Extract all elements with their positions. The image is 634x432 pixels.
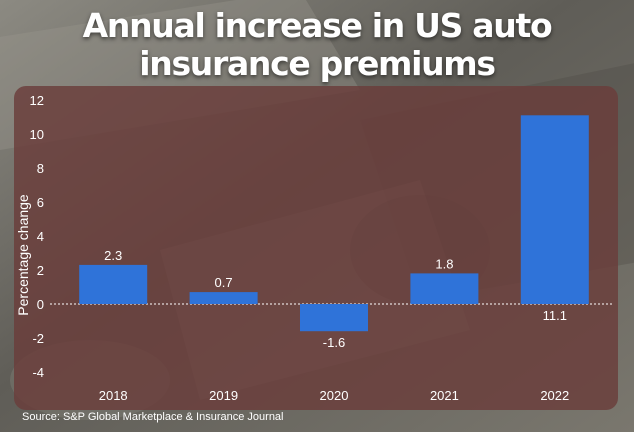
x-tick-label: 2020 bbox=[320, 388, 349, 403]
x-tick-label: 2018 bbox=[99, 388, 128, 403]
value-label: -1.6 bbox=[323, 335, 345, 350]
value-label: 11.1 bbox=[543, 308, 567, 323]
value-labels: 2.3 0.7 -1.6 1.8 11.1 bbox=[104, 248, 567, 350]
y-tick-label: -2 bbox=[32, 331, 44, 346]
value-label: 2.3 bbox=[104, 248, 122, 263]
y-tick-label: 10 bbox=[30, 127, 44, 142]
bar-2022 bbox=[520, 115, 589, 304]
y-tick-label: 12 bbox=[30, 93, 44, 108]
x-tick-label: 2021 bbox=[430, 388, 459, 403]
bar-2021 bbox=[410, 273, 479, 304]
y-tick-label: 2 bbox=[37, 263, 44, 278]
bar-2019 bbox=[189, 292, 258, 304]
y-tick-labels: 12 10 8 6 4 2 0 -2 -4 bbox=[30, 93, 44, 380]
bar-2020 bbox=[300, 304, 368, 332]
y-axis-label: Percentage change bbox=[15, 194, 31, 316]
value-label: 1.8 bbox=[435, 256, 453, 271]
y-tick-label: -4 bbox=[32, 365, 44, 380]
x-tick-label: 2019 bbox=[209, 388, 238, 403]
source-note: Source: S&P Global Marketplace & Insuran… bbox=[22, 411, 284, 423]
value-label: 0.7 bbox=[215, 275, 233, 290]
x-tick-labels: 2018 2019 2020 2021 2022 bbox=[99, 388, 570, 403]
x-tick-label: 2022 bbox=[540, 388, 569, 403]
y-tick-label: 8 bbox=[37, 161, 44, 176]
chart-panel bbox=[14, 86, 618, 410]
bars bbox=[79, 115, 589, 332]
chart-title-line-1: Annual increase in US auto bbox=[82, 6, 553, 45]
y-tick-label: 4 bbox=[37, 229, 44, 244]
bar-2018 bbox=[79, 264, 148, 304]
y-tick-label: 0 bbox=[37, 297, 44, 312]
chart-title-line-2: insurance premiums bbox=[139, 44, 496, 83]
y-tick-label: 6 bbox=[37, 195, 44, 210]
